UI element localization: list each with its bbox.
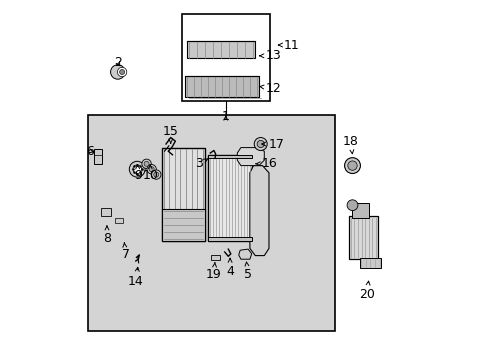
Circle shape [346, 200, 357, 211]
Bar [94, 149, 102, 164]
Bar [185, 76, 258, 97]
Circle shape [344, 158, 360, 174]
Polygon shape [249, 166, 268, 256]
Text: 8: 8 [103, 226, 111, 245]
Bar [208, 155, 251, 158]
Text: 15: 15 [163, 125, 178, 143]
Bar [162, 148, 204, 241]
Text: 11: 11 [278, 39, 299, 51]
Text: 3: 3 [195, 157, 208, 170]
Text: 10: 10 [142, 165, 158, 182]
Circle shape [120, 69, 124, 75]
Bar [359, 258, 381, 268]
Circle shape [144, 161, 149, 166]
Bar [101, 208, 111, 216]
Bar [208, 237, 251, 241]
Text: 20: 20 [358, 281, 374, 301]
Text: 1: 1 [222, 110, 229, 123]
Bar [348, 216, 377, 259]
Bar [88, 115, 334, 331]
Circle shape [133, 165, 141, 174]
Circle shape [153, 172, 159, 177]
Text: 19: 19 [205, 262, 222, 281]
Text: 16: 16 [256, 157, 277, 170]
Bar [162, 209, 204, 241]
Bar [352, 203, 368, 218]
Text: 14: 14 [128, 267, 143, 288]
Text: 18: 18 [342, 135, 358, 154]
Circle shape [257, 140, 264, 148]
Text: 13: 13 [259, 49, 281, 62]
Circle shape [110, 65, 125, 79]
Bar [181, 14, 269, 101]
Text: 12: 12 [259, 82, 281, 95]
Circle shape [129, 161, 145, 177]
Circle shape [117, 67, 126, 77]
Circle shape [149, 167, 154, 172]
Circle shape [254, 138, 266, 150]
Text: 4: 4 [225, 258, 234, 278]
Text: 5: 5 [244, 262, 252, 281]
Bar [211, 255, 220, 260]
Circle shape [151, 170, 161, 179]
Polygon shape [237, 148, 264, 166]
Bar [115, 218, 122, 223]
Text: 9: 9 [134, 165, 142, 182]
Text: 6: 6 [86, 145, 94, 158]
Bar [208, 155, 251, 241]
Text: 2: 2 [114, 56, 122, 69]
Circle shape [347, 161, 356, 170]
Circle shape [146, 165, 156, 174]
Text: 7: 7 [122, 243, 129, 261]
Polygon shape [238, 249, 251, 259]
Circle shape [142, 159, 151, 168]
Bar [186, 41, 255, 58]
Text: 17: 17 [261, 138, 285, 150]
